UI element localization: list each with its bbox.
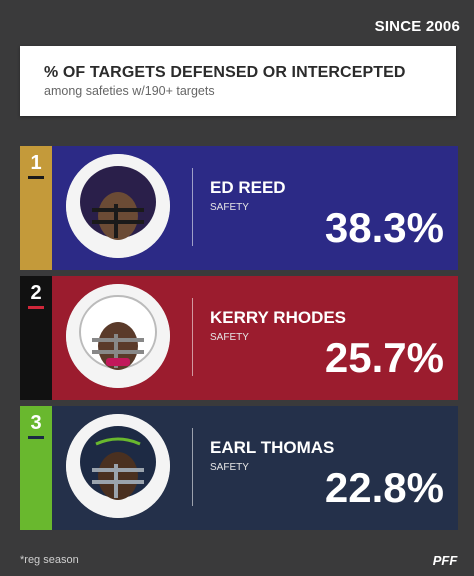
player-avatar: [66, 154, 170, 258]
pff-logo: PFF: [432, 552, 458, 568]
divider: [192, 428, 193, 506]
player-panel: EARL THOMAS SAFETY 22.8%: [52, 406, 458, 530]
rank-column: 1: [20, 146, 52, 270]
rank-underline: [28, 436, 44, 439]
player-row-1: 1 ED REED SAFETY 38.3%: [20, 146, 458, 270]
player-panel: ED REED SAFETY 38.3%: [52, 146, 458, 270]
helmet-icon: [66, 284, 170, 388]
divider: [192, 168, 193, 246]
player-position: SAFETY: [210, 462, 249, 473]
player-position: SAFETY: [210, 202, 249, 213]
helmet-icon: [66, 154, 170, 258]
rank-number: 2: [30, 282, 42, 304]
chart-subtitle: among safeties w/190+ targets: [44, 84, 215, 98]
player-row-2: 2 KERRY RHODES SAFETY 25.7%: [20, 276, 458, 400]
rank-number: 1: [30, 152, 42, 174]
helmet-icon: [66, 414, 170, 518]
rank-column: 2: [20, 276, 52, 400]
player-position: SAFETY: [210, 332, 249, 343]
stat-percentage: 38.3%: [324, 204, 444, 251]
rank-underline: [28, 176, 44, 179]
player-panel: KERRY RHODES SAFETY 25.7%: [52, 276, 458, 400]
rank-column: 3: [20, 406, 52, 530]
chart-title: % OF TARGETS DEFENSED OR INTERCEPTED: [44, 64, 406, 81]
rank-number: 3: [30, 412, 42, 434]
player-avatar: [66, 284, 170, 388]
stat-percentage: 25.7%: [324, 334, 444, 381]
player-name: ED REED: [210, 178, 286, 197]
footnote: *reg season: [20, 554, 79, 566]
since-label: SINCE 2006: [374, 18, 460, 35]
rank-underline: [28, 306, 44, 309]
player-name: EARL THOMAS: [210, 438, 335, 457]
player-row-3: 3 EARL THOMAS SAFETY 22.8%: [20, 406, 458, 530]
divider: [192, 298, 193, 376]
stat-percentage: 22.8%: [324, 464, 444, 511]
player-name: KERRY RHODES: [210, 308, 347, 327]
player-avatar: [66, 414, 170, 518]
title-card: % OF TARGETS DEFENSED OR INTERCEPTED amo…: [20, 46, 456, 116]
